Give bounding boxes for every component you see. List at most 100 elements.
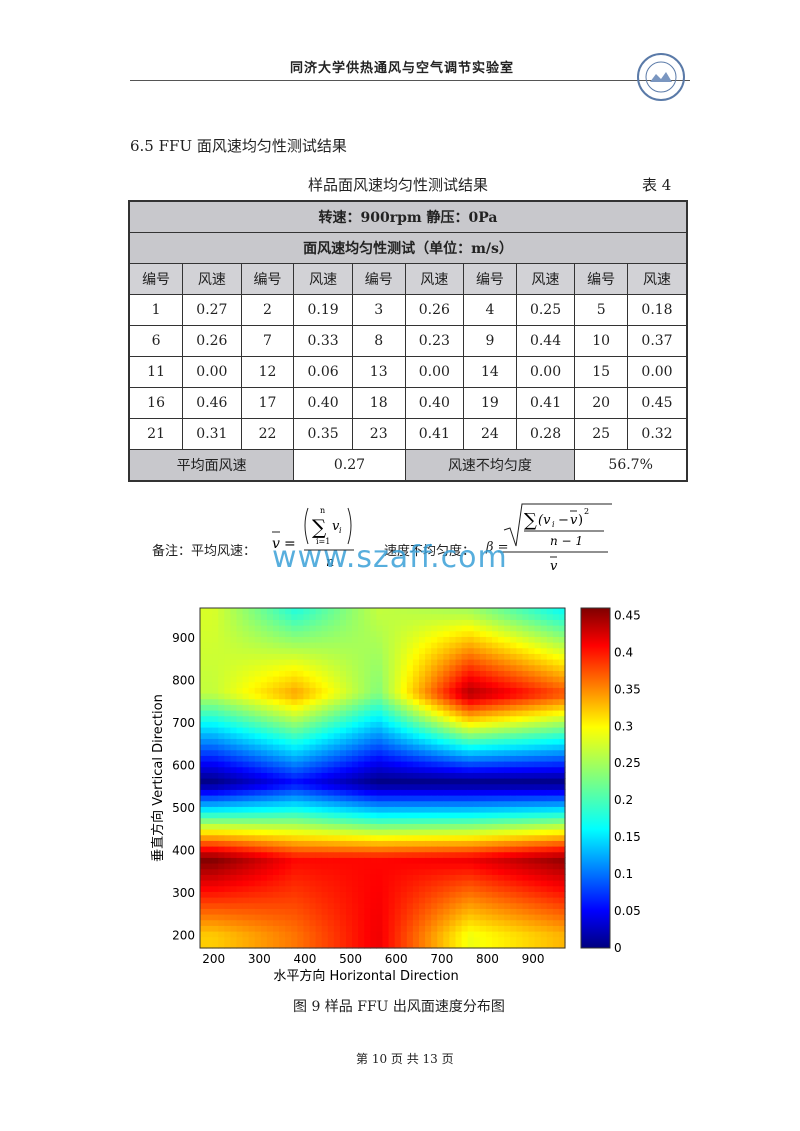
heatmap-cell (358, 936, 365, 943)
heatmap-cell (400, 761, 408, 768)
heatmap-cell (437, 931, 444, 938)
heatmap-cell (492, 846, 499, 853)
heatmap-cell (370, 885, 378, 892)
heatmap-cell (461, 778, 469, 785)
heatmap-cell (260, 834, 268, 841)
heatmap-cell (534, 851, 542, 858)
heatmap-cell (376, 840, 384, 847)
heatmap-cell (546, 902, 554, 909)
heatmap-cell (260, 608, 268, 615)
heatmap-cell (346, 806, 353, 813)
heatmap-cell (315, 630, 323, 637)
heatmap-cell (485, 630, 493, 637)
heatmap-cell (498, 761, 505, 768)
heatmap-cell (230, 789, 238, 796)
heatmap-cell (516, 868, 524, 875)
heatmap-cell (467, 619, 475, 626)
heatmap-cell (346, 608, 353, 615)
heatmap-cell (230, 840, 238, 847)
heatmap-cell (412, 608, 420, 615)
heatmap-cell (376, 636, 384, 643)
heatmap-cell (370, 914, 378, 921)
heatmap-cell (504, 919, 511, 926)
heatmap-cell (352, 738, 359, 745)
heatmap-cell (552, 863, 560, 870)
heatmap-cell (297, 778, 305, 785)
heatmap-cell (534, 812, 542, 819)
heatmap-cell (218, 936, 225, 943)
heatmap-cell (370, 829, 378, 836)
heatmap-cell (449, 897, 457, 904)
heatmap-cell (279, 885, 286, 892)
heatmap-cell (297, 891, 305, 898)
heatmap-cell (485, 880, 493, 887)
heatmap-cell (449, 625, 457, 632)
heatmap-cell (254, 704, 262, 711)
heatmap-cell (431, 772, 438, 779)
heatmap-cell (212, 806, 219, 813)
heatmap-cell (376, 891, 384, 898)
lab-header-title: 同济大学供热通风与空气调节实验室 (290, 61, 515, 76)
heatmap-cell (352, 653, 359, 660)
heatmap-cell (419, 715, 426, 722)
heatmap-cell (248, 727, 256, 734)
heatmap-cell (419, 727, 426, 734)
heatmap-cell (376, 744, 384, 751)
heatmap-cell (516, 783, 524, 790)
heatmap-cell (528, 863, 536, 870)
heatmap-cell (309, 619, 317, 626)
heatmap-cell (346, 687, 353, 694)
heatmap-cell (315, 789, 323, 796)
website-watermark: www.szaff.com (272, 540, 508, 575)
heatmap-cell (364, 659, 371, 666)
heatmap-cell (431, 834, 438, 841)
heatmap-cell (558, 647, 566, 654)
heatmap-cell (400, 789, 408, 796)
heatmap-cell (266, 942, 274, 949)
heatmap-cell (492, 800, 499, 807)
heatmap-cell (303, 908, 311, 915)
heatmap-cell (522, 625, 530, 632)
heatmap-cell (522, 653, 530, 660)
heatmap-cell (388, 630, 396, 637)
heatmap-cell (492, 732, 499, 739)
heatmap-cell (443, 902, 451, 909)
heatmap-cell (528, 851, 536, 858)
heatmap-cell (230, 642, 238, 649)
heatmap-cell (382, 772, 390, 779)
heatmap-cell (376, 902, 384, 909)
heatmap-cell (297, 664, 305, 671)
heatmap-cell (236, 710, 244, 717)
heatmap-cell (504, 727, 511, 734)
heatmap-cell (516, 704, 524, 711)
heatmap-cell (510, 636, 517, 643)
heatmap-cell (534, 868, 542, 875)
heatmap-cell (260, 670, 268, 677)
heatmap-cell (297, 834, 305, 841)
heatmap-cell (546, 749, 554, 756)
heatmap-cell (273, 630, 280, 637)
heatmap-cell (546, 625, 554, 632)
heatmap-cell (528, 857, 536, 864)
heatmap-cell (376, 908, 384, 915)
heatmap-cell (212, 789, 219, 796)
heatmap-cell (333, 738, 341, 745)
heatmap-cell (552, 846, 560, 853)
heatmap-cell (461, 630, 469, 637)
heatmap-cell (291, 642, 298, 649)
table-summary-row: 平均面风速 0.27 风速不均匀度 56.7% (128, 449, 688, 482)
heatmap-cell (419, 761, 426, 768)
heatmap-cell (200, 902, 207, 909)
heatmap-cell (412, 789, 420, 796)
heatmap-cell (437, 868, 444, 875)
heatmap-cell (455, 710, 463, 717)
heatmap-cell (504, 636, 511, 643)
heatmap-cell (370, 846, 378, 853)
heatmap-cell (394, 885, 402, 892)
heatmap-cell (370, 715, 378, 722)
heatmap-cell (492, 693, 499, 700)
heatmap-cell (218, 664, 225, 671)
heatmap-cell (236, 732, 244, 739)
heatmap-cell (419, 698, 426, 705)
heatmap-cell (498, 676, 505, 683)
